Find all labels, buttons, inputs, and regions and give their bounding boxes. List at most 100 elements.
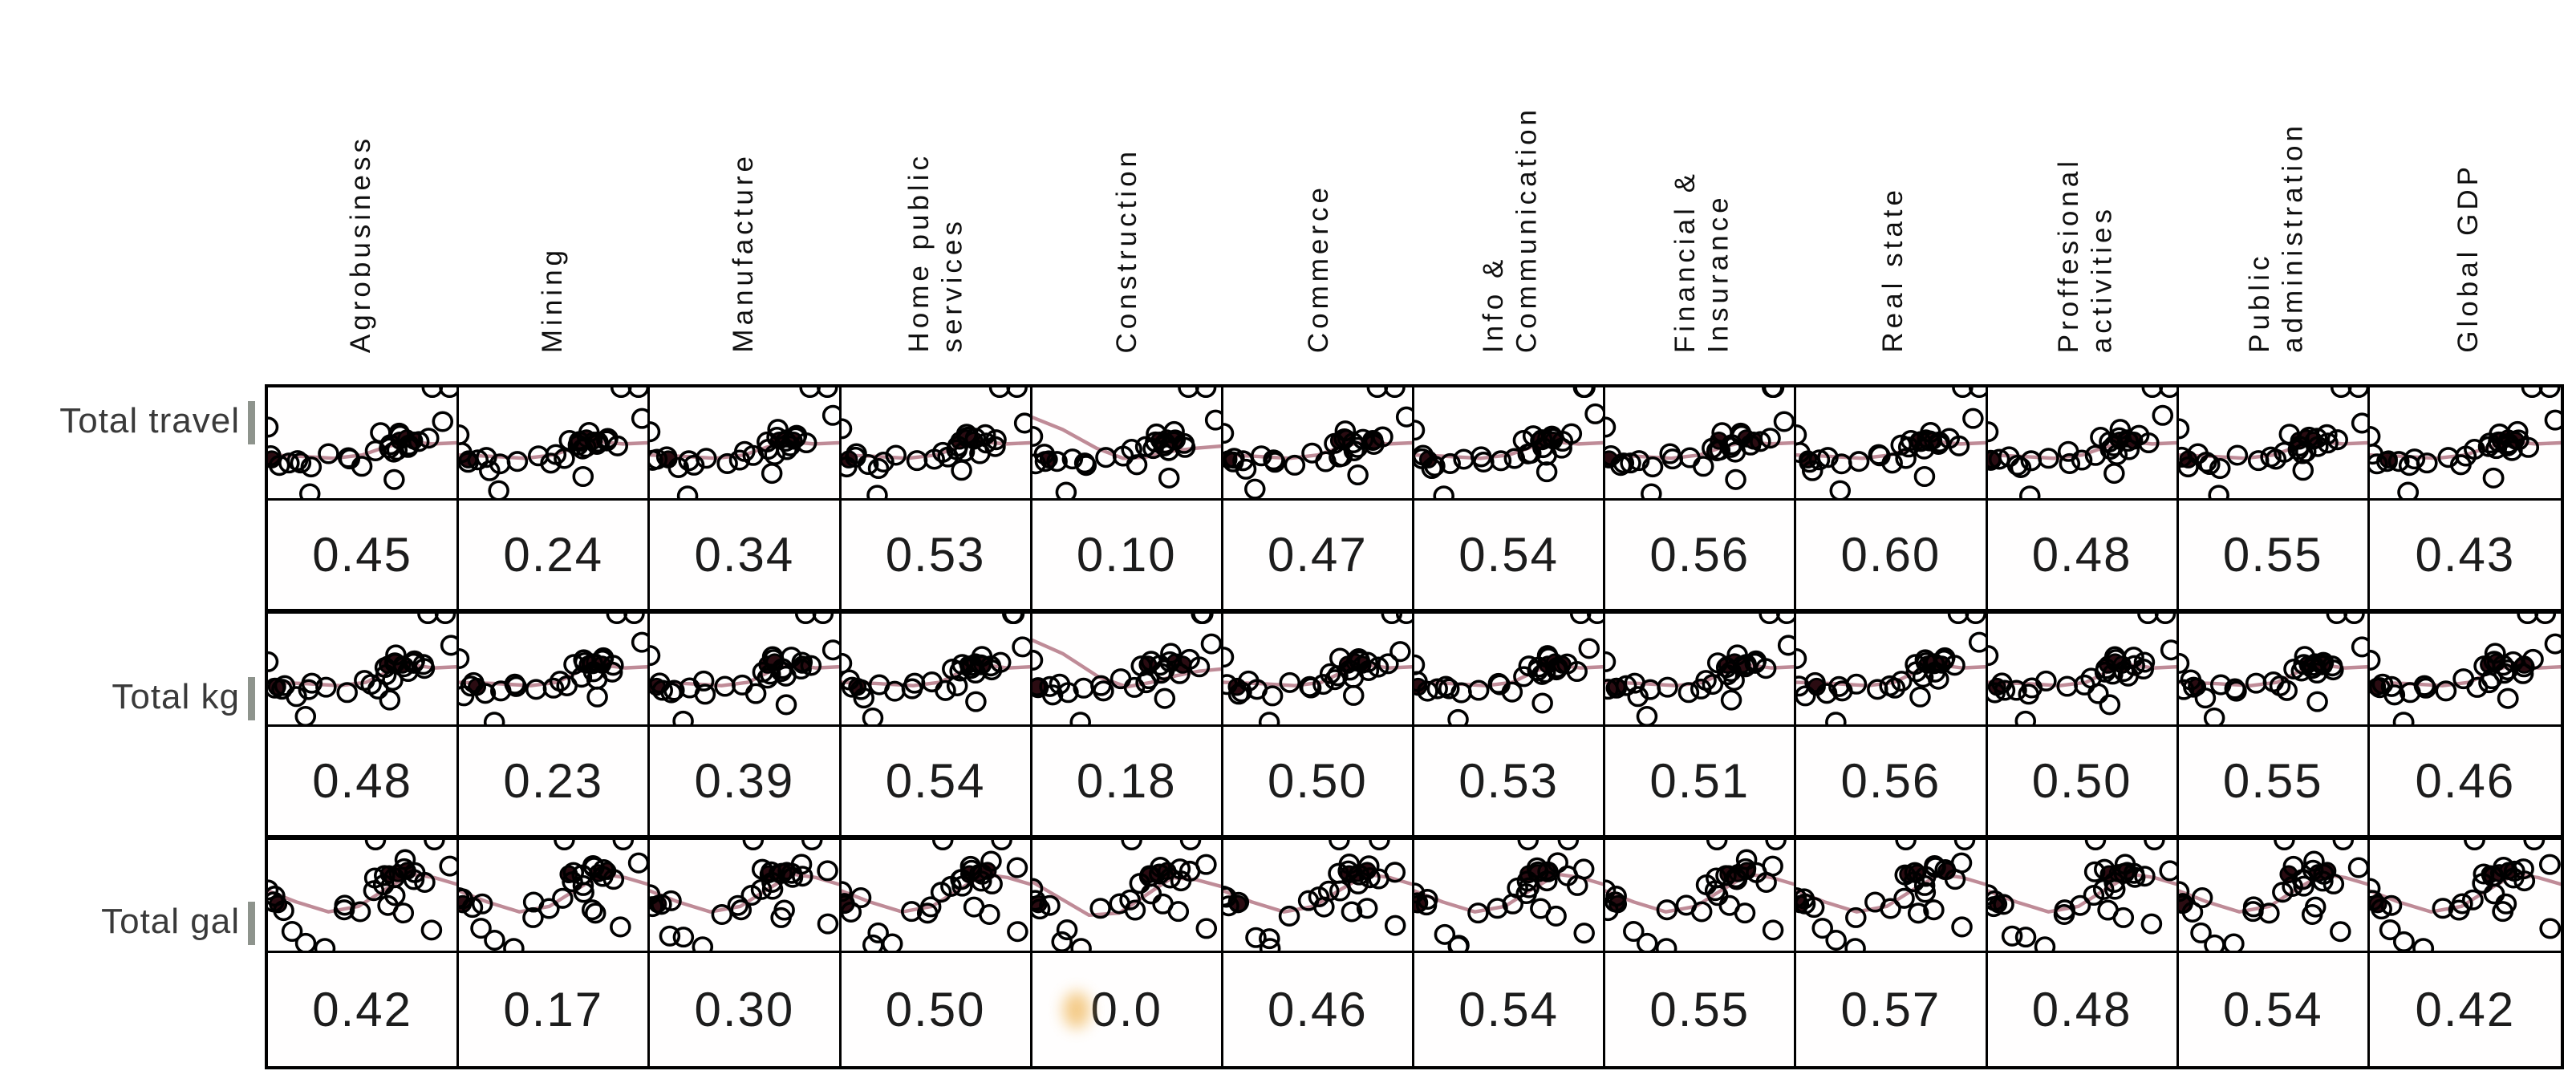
data-point <box>1384 862 1406 883</box>
scatter-plot <box>2369 614 2561 724</box>
data-point <box>1356 898 1378 919</box>
data-point <box>586 686 609 708</box>
data-point <box>370 422 391 444</box>
data-point <box>315 676 337 698</box>
data-point <box>951 875 973 897</box>
data-point <box>2292 460 2314 481</box>
data-point <box>1898 436 1920 458</box>
correlation-value-cell: 0.54 <box>1414 953 1606 1066</box>
data-point <box>2306 691 2328 712</box>
scatter-plot <box>841 387 1030 498</box>
data-point <box>1395 406 1412 428</box>
data-point <box>1527 861 1549 882</box>
scatter-cell <box>841 614 1032 727</box>
data-point <box>978 903 1000 925</box>
data-point <box>2103 463 2125 485</box>
data-point <box>1773 411 1795 432</box>
data-point <box>1804 671 1827 693</box>
data-point <box>1331 445 1353 467</box>
data-point <box>801 840 823 851</box>
scatter-cell <box>268 614 460 727</box>
data-point <box>2124 866 2145 888</box>
data-point <box>2037 448 2059 469</box>
data-point <box>1518 877 1540 898</box>
data-point <box>300 456 323 478</box>
data-point <box>1988 448 2010 470</box>
data-point <box>2501 440 2523 461</box>
data-point <box>1439 452 1461 474</box>
data-point <box>627 852 648 874</box>
data-point <box>583 857 605 878</box>
scatter-plot <box>1032 840 1221 951</box>
data-point <box>1055 481 1077 498</box>
data-point <box>1227 891 1249 913</box>
data-point <box>610 916 631 938</box>
data-point <box>439 387 457 399</box>
data-point <box>1149 655 1170 676</box>
correlation-value-cell: 0.53 <box>841 501 1032 614</box>
data-point <box>1414 420 1426 441</box>
scatter-plot <box>841 840 1030 951</box>
data-point <box>470 918 492 939</box>
data-point <box>467 449 489 471</box>
data-point <box>2133 651 2155 673</box>
data-point <box>2182 676 2205 698</box>
data-point <box>503 938 525 951</box>
data-point <box>1153 659 1175 681</box>
scatter-plot <box>2178 840 2367 951</box>
data-point <box>2380 894 2403 916</box>
data-point <box>268 651 279 672</box>
data-point <box>1121 439 1142 460</box>
data-point <box>792 866 813 887</box>
data-point <box>2492 655 2514 676</box>
data-point <box>2118 439 2140 460</box>
data-point <box>1148 863 1170 885</box>
data-point <box>623 614 645 625</box>
data-point <box>1006 857 1028 878</box>
correlation-value-cell: 0.55 <box>2178 727 2370 840</box>
data-point <box>268 879 279 901</box>
scatter-cell <box>459 387 651 501</box>
data-point <box>393 656 415 678</box>
correlation-value-cell: 0.46 <box>1223 953 1414 1066</box>
data-point <box>1377 653 1399 675</box>
column-header-text: Public administration <box>2244 122 2309 353</box>
data-point <box>2152 404 2173 426</box>
data-point <box>776 694 797 716</box>
data-point <box>1243 478 1266 498</box>
scatter-cell <box>650 840 842 953</box>
data-point <box>650 645 661 667</box>
data-point <box>1928 668 1949 690</box>
data-point <box>572 438 594 460</box>
data-point <box>1641 483 1662 498</box>
data-point <box>1894 864 1917 886</box>
data-point <box>1258 928 1280 950</box>
data-point <box>408 431 430 452</box>
data-point <box>817 387 838 399</box>
scatter-cell <box>650 614 842 727</box>
data-point <box>1913 438 1936 460</box>
data-point <box>2517 436 2539 458</box>
data-point <box>1153 435 1175 456</box>
data-point <box>1263 449 1284 471</box>
data-point <box>2369 878 2381 899</box>
data-point <box>1808 449 1831 471</box>
data-point <box>2194 687 2216 709</box>
data-point <box>1261 685 1284 707</box>
trend-line <box>1987 872 2176 914</box>
column-header: Agrobusiness <box>265 0 456 371</box>
data-point <box>1584 403 1604 424</box>
correlation-value: 0.53 <box>1458 754 1559 808</box>
data-point <box>1778 635 1795 656</box>
correlation-value-cell: 0.57 <box>1796 953 1988 1066</box>
data-point <box>2191 887 2213 909</box>
trend-line <box>650 440 839 460</box>
data-point <box>2001 925 2022 947</box>
data-point <box>2404 448 2426 470</box>
data-point <box>611 387 632 399</box>
data-point <box>434 614 456 625</box>
data-point <box>1750 431 1771 452</box>
data-point <box>281 921 303 943</box>
data-point <box>2322 873 2344 894</box>
data-point <box>1299 675 1320 697</box>
